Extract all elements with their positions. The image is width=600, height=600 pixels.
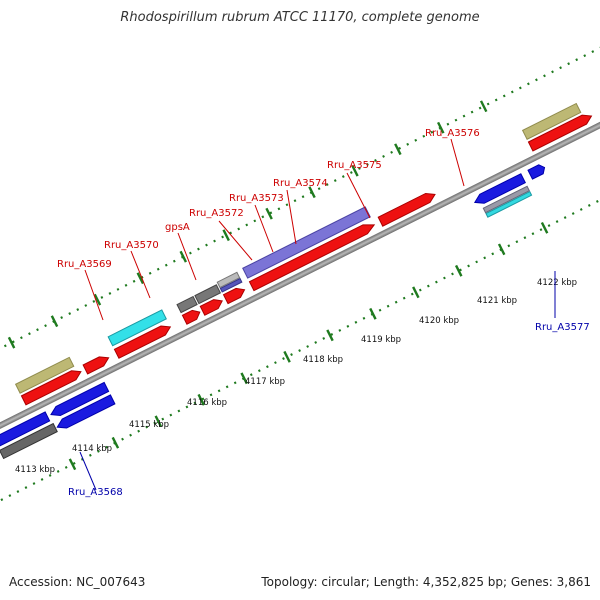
gene-Rru_A3568-lower <box>56 394 116 429</box>
gene-label-gpsA: gpsA <box>165 222 190 233</box>
gene-Rru_A3575-lower <box>248 224 376 292</box>
gene-Rru_A3575-upper <box>242 206 371 279</box>
gene-Rru_A3574-mid <box>219 277 243 293</box>
gene-label-Rru_A3574: Rru_A3574 <box>273 178 328 189</box>
genome-summary-text: Topology: circular; Length: 4,352,825 bp… <box>261 575 591 589</box>
gene-gpsA-lower <box>113 325 172 359</box>
tick-label: 4122 kbp <box>537 278 577 288</box>
gene-Rru_A3577-cyan <box>485 190 533 218</box>
gene-Rru_A3577-blue <box>473 173 526 204</box>
lower-dotted-scale <box>0 151 600 530</box>
gene-label-Rru_A3575: Rru_A3575 <box>327 160 382 171</box>
gene-Rru_A3572-upper <box>176 295 198 314</box>
gene-Rru_A3574-top <box>216 271 241 289</box>
gene-label-Rru_A3576: Rru_A3576 <box>425 128 480 139</box>
gene-Rru_A3572-lower <box>181 309 201 325</box>
reverse-genes <box>0 164 546 460</box>
gene-Rru_A3574-lower <box>222 287 246 305</box>
tick-label: 4118 kbp <box>303 355 343 365</box>
label-leader-lines <box>79 138 556 491</box>
gene-Rru_A3569-lower <box>20 370 82 406</box>
forward-genes <box>14 102 593 406</box>
upper-major-ticks <box>7 100 488 349</box>
gene-label-Rru_A3577: Rru_A3577 <box>535 322 590 333</box>
gene-gpsA-upper <box>107 309 167 347</box>
tick-label: 4114 kbp <box>72 444 112 454</box>
gene-Rru_A3570 <box>82 356 110 375</box>
tick-label: 4116 kbp <box>187 398 227 408</box>
genome-backbone <box>0 89 600 472</box>
gene-left-reverse-grey <box>0 422 58 460</box>
gene-label-Rru_A3568: Rru_A3568 <box>68 487 123 498</box>
gene-labels: Rru_A3568 Rru_A3569 Rru_A3570 gpsA Rru_A… <box>57 128 590 498</box>
tick-label: 4120 kbp <box>419 316 459 326</box>
gene-Rru_A3573-upper <box>194 284 222 305</box>
gene-Rru_A3568-upper <box>50 381 110 417</box>
accession-text: Accession: NC_007643 <box>9 575 146 589</box>
gene-label-Rru_A3570: Rru_A3570 <box>104 240 159 251</box>
lower-major-ticks <box>68 221 549 471</box>
gene-right-lower <box>527 114 593 152</box>
gene-label-Rru_A3569: Rru_A3569 <box>57 259 112 270</box>
genome-title: Rhodospirillum rubrum ATCC 11170, comple… <box>120 10 480 25</box>
gene-Rru_A3577-grey <box>482 185 531 214</box>
tick-label: 4113 kbp <box>15 465 55 475</box>
kbp-tick-labels: 4113 kbp 4114 kbp 4115 kbp 4116 kbp 4117… <box>15 278 577 475</box>
gene-Rru_A3576 <box>377 192 436 227</box>
gene-label-Rru_A3573: Rru_A3573 <box>229 193 284 204</box>
tick-label: 4115 kbp <box>129 420 169 430</box>
tick-label: 4117 kbp <box>245 377 285 387</box>
tick-label: 4121 kbp <box>477 296 517 306</box>
gene-left-reverse-upper <box>0 411 51 448</box>
gene-label-Rru_A3572: Rru_A3572 <box>189 208 244 219</box>
gene-Rru_A3577-small <box>527 164 546 180</box>
gene-right-upper <box>521 102 582 140</box>
tick-label: 4119 kbp <box>361 335 401 345</box>
gene-Rru_A3573-lower <box>199 299 223 316</box>
gene-Rru_A3569-upper <box>14 356 75 394</box>
